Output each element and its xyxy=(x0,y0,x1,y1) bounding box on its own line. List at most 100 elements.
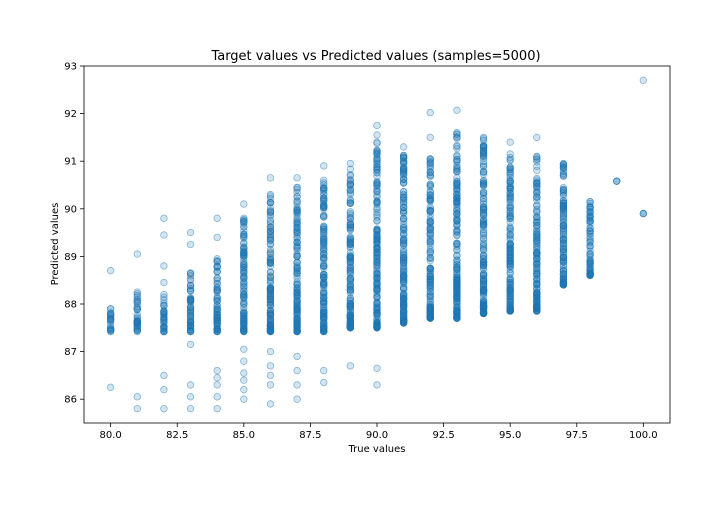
scatter-point xyxy=(479,228,488,236)
scatter-point xyxy=(426,273,434,281)
scatter-point xyxy=(426,298,434,306)
scatter-point xyxy=(426,278,434,286)
scatter-point xyxy=(106,305,115,313)
scatter-point xyxy=(240,307,248,315)
scatter-point xyxy=(160,309,168,317)
scatter-point xyxy=(240,279,248,288)
scatter-point xyxy=(479,182,488,190)
scatter-point xyxy=(479,261,488,269)
scatter-point xyxy=(453,246,461,254)
scatter-point xyxy=(320,222,328,230)
scatter-point xyxy=(213,294,221,302)
scatter-point xyxy=(240,369,248,377)
scatter-point xyxy=(559,242,568,250)
scatter-point xyxy=(346,176,355,184)
scatter-point xyxy=(320,203,328,212)
scatter-point xyxy=(373,364,381,372)
scatter-point xyxy=(186,294,195,303)
scatter-point xyxy=(399,203,408,211)
scatter-point xyxy=(559,228,568,236)
scatter-point xyxy=(399,221,408,229)
y-axis: 86 87 88 89 90 91 92 93 xyxy=(64,62,84,406)
scatter-point xyxy=(320,270,328,279)
scatter-point xyxy=(133,250,141,258)
scatter-point xyxy=(533,293,541,301)
y-tick-label: 93 xyxy=(64,62,77,73)
x-tick-label: 90.0 xyxy=(366,430,388,441)
scatter-point xyxy=(293,252,301,260)
scatter-point xyxy=(373,149,381,157)
scatter-point xyxy=(533,238,541,247)
scatter-point xyxy=(373,169,381,177)
scatter-point xyxy=(266,190,275,199)
scatter-point xyxy=(506,240,514,249)
scatter-point xyxy=(399,143,408,151)
scatter-point xyxy=(346,165,355,173)
scatter-point xyxy=(106,318,115,326)
scatter-point xyxy=(320,245,328,254)
scatter-point xyxy=(346,294,355,303)
scatter-point xyxy=(346,180,355,189)
scatter-point xyxy=(320,176,328,184)
scatter-point xyxy=(453,231,461,239)
scatter-point xyxy=(266,276,275,284)
scatter-point xyxy=(533,252,541,260)
scatter-point xyxy=(453,240,461,249)
scatter-point xyxy=(373,217,381,225)
scatter-point xyxy=(320,309,328,317)
scatter-point xyxy=(213,393,221,401)
scatter-point xyxy=(586,257,594,265)
scatter-point xyxy=(399,274,408,282)
y-tick-label: 89 xyxy=(64,252,77,263)
x-tick-label: 82.5 xyxy=(166,430,188,441)
scatter-point xyxy=(426,314,434,322)
scatter-point xyxy=(479,176,488,184)
scatter-point xyxy=(320,202,328,210)
scatter-point xyxy=(213,214,221,222)
scatter-point xyxy=(346,313,355,321)
scatter-point xyxy=(160,293,168,301)
scatter-point xyxy=(186,284,195,293)
scatter-point xyxy=(346,195,355,204)
scatter-point xyxy=(266,218,275,226)
scatter-point xyxy=(506,138,514,146)
scatter-point xyxy=(453,314,461,322)
scatter-point xyxy=(426,188,434,197)
scatter-point xyxy=(240,327,248,336)
scatter-point xyxy=(613,177,621,185)
scatter-point xyxy=(559,245,568,254)
scatter-point xyxy=(186,327,195,336)
scatter-point xyxy=(133,290,141,298)
scatter-point xyxy=(559,164,568,172)
scatter-point xyxy=(533,155,541,163)
scatter-point xyxy=(559,270,568,279)
scatter-point xyxy=(373,211,381,219)
scatter-point xyxy=(533,214,541,222)
scatter-point xyxy=(346,185,355,194)
scatter-point xyxy=(186,405,195,413)
scatter-point xyxy=(240,200,248,208)
scatter-point xyxy=(213,308,221,317)
scatter-point xyxy=(346,220,355,228)
scatter-point xyxy=(293,317,301,325)
scatter-point xyxy=(453,210,461,218)
scatter-point xyxy=(399,215,408,223)
scatter-point xyxy=(426,226,434,234)
scatter-point xyxy=(533,234,541,242)
scatter-point xyxy=(399,263,408,271)
scatter-point xyxy=(506,288,514,296)
scatter-point xyxy=(160,214,168,222)
scatter-point xyxy=(160,290,168,299)
scatter-point xyxy=(373,306,381,315)
scatter-point xyxy=(186,393,195,401)
scatter-point xyxy=(133,317,141,326)
scatter-point xyxy=(506,150,514,158)
scatter-point xyxy=(266,208,275,216)
points-layer xyxy=(106,76,648,413)
scatter-point xyxy=(346,234,355,242)
scatter-point xyxy=(293,192,301,201)
scatter-point xyxy=(373,160,381,168)
scatter-point xyxy=(293,234,301,242)
scatter-point xyxy=(639,76,648,84)
